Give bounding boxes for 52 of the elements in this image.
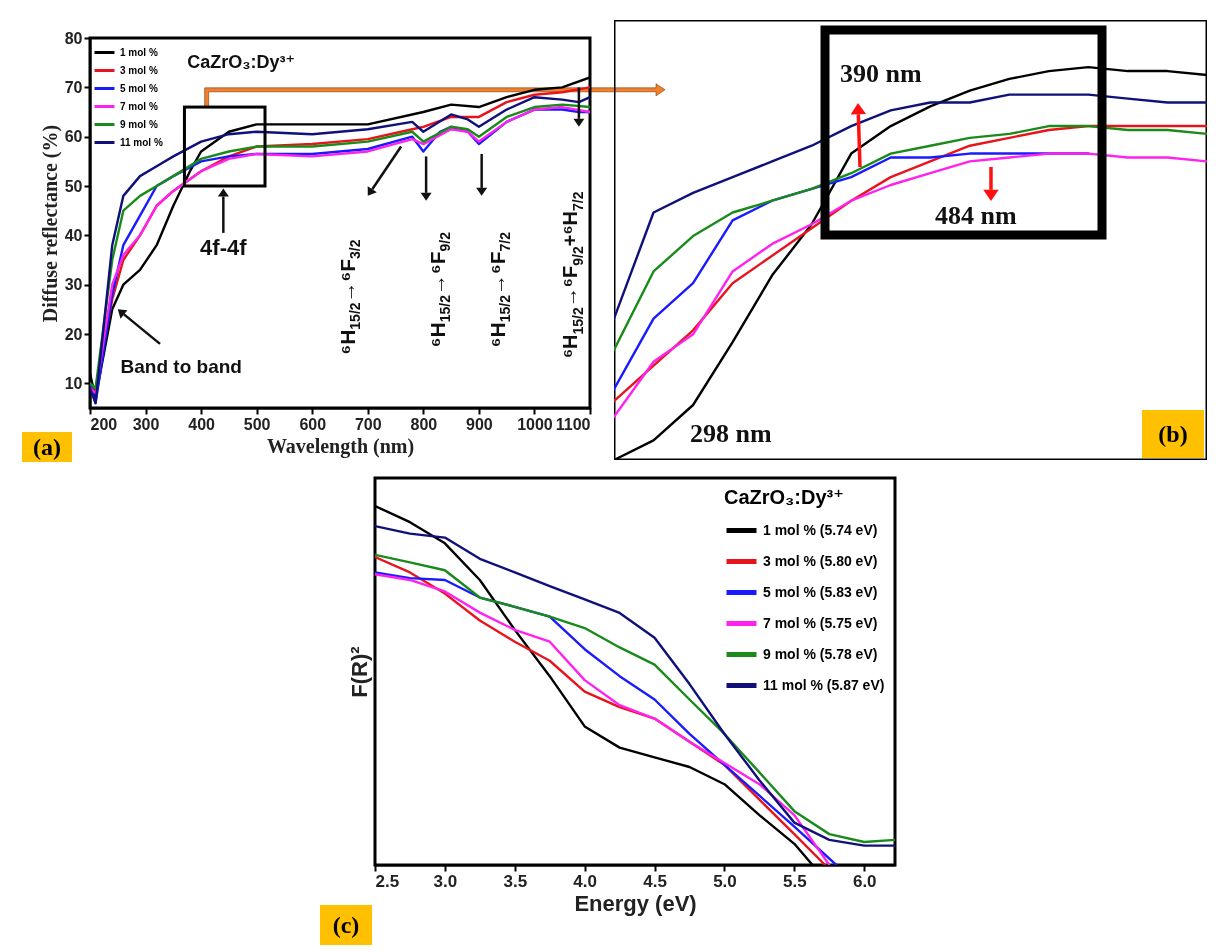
x-tick-label: 4.0	[573, 871, 597, 891]
y-axis-title: F(R)²	[346, 646, 372, 698]
legend-label: 3 mol % (5.80 eV)	[763, 552, 878, 569]
y-tick-label: 40	[64, 226, 83, 244]
y-tick-label: 70	[64, 78, 83, 96]
x-tick-label: 2.5	[375, 871, 400, 891]
legend-label: 1 mol %	[120, 46, 158, 58]
text: (a)	[33, 434, 61, 460]
legend-label: 9 mol %	[120, 118, 158, 130]
y-tick-label: 80	[64, 29, 83, 47]
x-axis-title: Energy (eV)	[574, 890, 697, 916]
legend-title: CaZrO₃:Dy³⁺	[724, 486, 844, 508]
y-tick-label: 60	[64, 128, 83, 146]
legend-label: 7 mol % (5.75 eV)	[763, 614, 878, 631]
x-tick-label: 5.5	[783, 871, 807, 891]
x-tick-label: 3.0	[433, 871, 458, 891]
annotation: 4f-4f	[200, 235, 248, 261]
x-tick-label: 5.0	[713, 871, 737, 891]
x-tick-label: 600	[299, 415, 327, 433]
annotation: (b)	[1158, 421, 1188, 447]
y-tick-label: 10	[64, 374, 83, 392]
legend-label: 3 mol %	[120, 64, 158, 76]
x-tick-label: 300	[132, 415, 160, 433]
legend-label: 11 mol %	[120, 136, 163, 148]
text: (c)	[332, 912, 360, 938]
x-axis-title: Wavelength (nm)	[266, 434, 415, 458]
legend-label: 1 mol % (5.74 eV)	[763, 521, 878, 538]
y-tick-label: 20	[64, 325, 83, 343]
x-tick-label: 900	[466, 415, 493, 433]
x-tick-label: 800	[410, 415, 438, 433]
y-axis-title: Diffuse reflectance (%)	[38, 124, 62, 323]
legend-label: 9 mol % (5.78 eV)	[763, 645, 878, 662]
y-tick-label: 30	[64, 276, 83, 294]
x-tick-label: 4.5	[643, 871, 667, 891]
x-tick-label: 3.5	[503, 871, 528, 891]
x-tick-label: 700	[354, 415, 382, 433]
annotation: 484 nm	[935, 201, 1017, 230]
y-tick-label: 50	[64, 177, 83, 195]
annotation: 298 nm	[690, 419, 772, 448]
x-tick-label: 1100	[555, 415, 591, 433]
x-tick-label: 500	[243, 415, 271, 433]
legend-label: 11 mol % (5.87 eV)	[763, 676, 885, 693]
legend-label: 5 mol % (5.83 eV)	[763, 583, 878, 600]
x-tick-label: 6.0	[852, 871, 877, 891]
annotation: CaZrO₃:Dy³⁺	[187, 51, 296, 72]
x-tick-label: 200	[90, 415, 118, 433]
legend-label: 5 mol %	[120, 82, 158, 94]
annotation: 390 nm	[840, 59, 922, 88]
x-tick-label: 400	[188, 415, 216, 433]
x-tick-label: 1000	[517, 415, 553, 433]
annotation: Band to band	[120, 356, 242, 378]
legend-label: 7 mol %	[120, 100, 158, 112]
